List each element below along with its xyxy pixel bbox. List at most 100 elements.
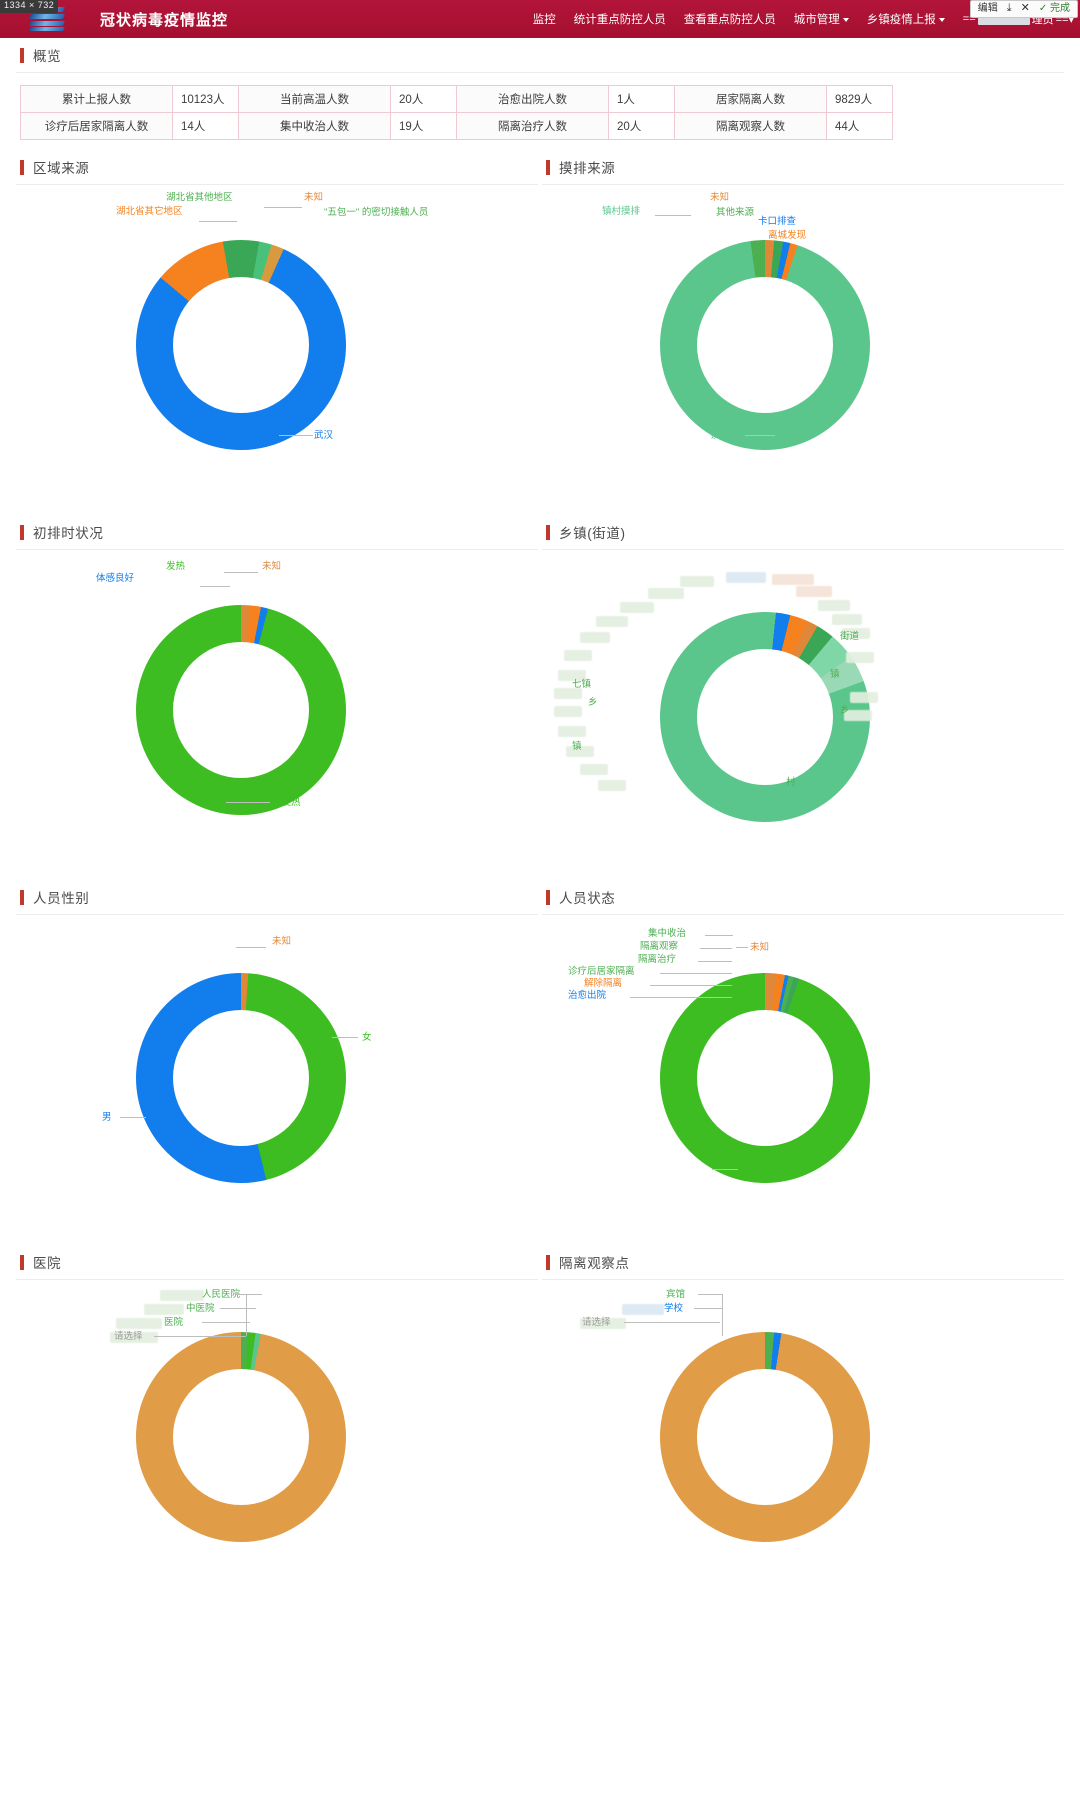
slice-label-unknown: 未知	[304, 192, 324, 203]
stat-value: 1人	[608, 85, 675, 113]
donut-chart-person-status[interactable]: 集中收治 隔离观察 隔离治疗 诊疗后居家隔离 解除隔离 治愈出院 未知 居家隔离	[540, 915, 1066, 1245]
chart-row-1: 区域来源 湖北省其它地区 湖北省其他地区 未知 "五包一" 的密切接触人员 武汉…	[14, 150, 1066, 515]
section-accent-bar	[546, 524, 550, 540]
donut-chart-hospital[interactable]: 人民医院 中医院 医院 请选择	[14, 1280, 540, 1610]
nav-item-township-report[interactable]: 乡镇疫情上报	[867, 11, 945, 27]
stat-label: 治愈出院人数	[456, 85, 609, 113]
section-accent-bar	[546, 889, 550, 905]
done-button[interactable]: ✓ 完成	[1038, 2, 1070, 14]
section-header-screen-source: 摸排来源	[540, 150, 1066, 184]
slice-label-male: 男	[102, 1112, 112, 1123]
screenshot-toolbar[interactable]: 编辑 ⤓ ✕ ✓ 完成	[969, 0, 1078, 18]
slice-label-unknown: 未知	[710, 192, 730, 203]
slice-label-city-exit: 离城发现	[768, 230, 807, 241]
donut-ring	[660, 612, 870, 822]
close-icon[interactable]: ✕	[1020, 2, 1030, 14]
stat-label: 集中收治人数	[238, 112, 391, 140]
download-icon[interactable]: ⤓	[1006, 2, 1012, 14]
section-title: 概览	[33, 49, 62, 64]
slice-label-hospital-c: 医院	[164, 1317, 184, 1328]
divider	[542, 914, 1064, 915]
section-accent-bar	[20, 159, 24, 175]
stat-label: 诊疗后居家隔离人数	[20, 112, 173, 140]
donut-ring	[136, 605, 346, 815]
dashboard-body: 概览 累计上报人数 10123人 当前高温人数 20人 治愈出院人数 1人 居家…	[0, 38, 1080, 1610]
slice-label-township-2: 乡	[840, 705, 850, 716]
slice-label-release-quarantine: 解除隔离	[584, 978, 623, 989]
slice-label-female: 女	[362, 1032, 372, 1043]
nav-label: 统计重点防控人员	[573, 14, 666, 26]
section-header-quarantine-site: 隔离观察点	[540, 1245, 1066, 1279]
divider	[16, 184, 538, 185]
donut-chart-initial-status[interactable]: 体感良好 发热 未知 不发热	[14, 550, 540, 880]
slice-label-school: 学校	[664, 1303, 684, 1314]
nav-item-statistics-key-personnel[interactable]: 统计重点防控人员	[574, 11, 666, 27]
chart-cell-initial-status: 初排时状况 体感良好 发热 未知 不发热	[14, 515, 540, 880]
slice-label-township-1: 乡	[588, 697, 598, 708]
donut-ring	[660, 1332, 870, 1542]
section-title: 人员状态	[559, 891, 616, 906]
chart-cell-screen-source: 摸排来源 镇村摸排 未知 其他来源 卡口排查 离城发现 镇村排查	[540, 150, 1066, 515]
stat-label: 隔离治疗人数	[456, 112, 609, 140]
stat-value: 20人	[608, 112, 675, 140]
slice-label-hubei-other-2: 湖北省其他地区	[166, 192, 233, 203]
chevron-down-icon	[842, 18, 849, 22]
section-header-region-source: 区域来源	[14, 150, 540, 184]
table-row: 诊疗后居家隔离人数 14人 集中收治人数 19人 隔离治疗人数 20人 隔离观察…	[20, 112, 893, 140]
chart-cell-region-source: 区域来源 湖北省其它地区 湖北省其他地区 未知 "五包一" 的密切接触人员 武汉	[14, 150, 540, 515]
chevron-down-icon	[938, 18, 945, 22]
slice-label-other-source: 其他来源	[716, 207, 755, 218]
section-accent-bar	[20, 47, 24, 63]
edit-button[interactable]: 编辑	[977, 2, 998, 14]
slice-label-street: 街道	[840, 631, 860, 642]
slice-label-fever: 发热	[166, 561, 186, 572]
section-header-gender: 人员性别	[14, 880, 540, 914]
section-title: 摸排来源	[559, 161, 616, 176]
donut-ring	[660, 973, 870, 1183]
slice-label-village-screening: 镇村摸排	[602, 206, 641, 217]
stat-value: 14人	[172, 112, 239, 140]
donut-chart-region-source[interactable]: 湖北省其它地区 湖北省其他地区 未知 "五包一" 的密切接触人员 武汉	[14, 185, 540, 515]
section-header-initial-status: 初排时状况	[14, 515, 540, 549]
slice-label-quarantine-observation: 隔离观察	[640, 941, 679, 952]
app-header: 1334 × 732 冠状病毒疫情监控 监控 统计重点防控人员 查看重点防控人员…	[0, 0, 1080, 38]
slice-label-town-2: 镇	[572, 741, 582, 752]
slice-label-home-quarantine-after-treatment: 诊疗后居家隔离	[568, 966, 635, 977]
slice-label-unknown: 未知	[272, 936, 292, 947]
nav-item-view-key-personnel[interactable]: 查看重点防控人员	[684, 11, 776, 27]
donut-chart-screen-source[interactable]: 镇村摸排 未知 其他来源 卡口排查 离城发现 镇村排查	[540, 185, 1066, 515]
divider	[16, 914, 538, 915]
nav-item-monitor[interactable]: 监控	[533, 11, 556, 27]
chart-cell-person-status: 人员状态 集中收治 隔离观察 隔离治疗 诊疗后居家隔离 解除隔离 治愈出院 未知…	[540, 880, 1066, 1245]
chart-cell-township: 乡镇(街道)	[540, 515, 1066, 880]
nav-label: 监控	[532, 14, 556, 26]
donut-chart-quarantine-site[interactable]: 宾馆 学校 请选择	[540, 1280, 1066, 1610]
divider	[542, 184, 1064, 185]
slice-label-centralized-treatment: 集中收治	[648, 928, 687, 939]
slice-label-village: 村	[786, 777, 796, 788]
section-header-township: 乡镇(街道)	[540, 515, 1066, 549]
screenshot-size-badge: 1334 × 732	[0, 0, 59, 13]
section-accent-bar	[20, 889, 24, 905]
stat-value: 10123人	[172, 85, 239, 113]
divider	[16, 549, 538, 550]
slice-label-seventh-town: 七镇	[572, 679, 592, 690]
section-accent-bar	[546, 1254, 550, 1270]
section-title: 人员性别	[33, 891, 90, 906]
nav-item-city-management[interactable]: 城市管理	[794, 11, 849, 27]
chart-row-3: 人员性别 未知 女 男 人员状态 集中收治 隔离观察	[14, 880, 1066, 1245]
slice-label-cured-discharged: 治愈出院	[568, 990, 607, 1001]
donut-ring	[136, 1332, 346, 1542]
donut-ring	[136, 240, 346, 450]
donut-chart-gender[interactable]: 未知 女 男	[14, 915, 540, 1245]
nav-label: 查看重点防控人员	[683, 14, 776, 26]
overview-table-wrap: 累计上报人数 10123人 当前高温人数 20人 治愈出院人数 1人 居家隔离人…	[14, 73, 1066, 150]
donut-chart-township[interactable]: 镇 乡 街道 七镇 镇 乡 村	[540, 550, 1066, 880]
table-row: 累计上报人数 10123人 当前高温人数 20人 治愈出院人数 1人 居家隔离人…	[20, 85, 893, 113]
slice-label-unknown: 未知	[750, 942, 770, 953]
slice-label-unknown: 未知	[262, 561, 282, 572]
slice-label-wuhan: 武汉	[314, 430, 334, 441]
slice-label-no-fever: 不发热	[272, 797, 301, 808]
slice-label-checkpoint: 卡口排查	[758, 216, 797, 227]
donut-ring	[660, 240, 870, 450]
